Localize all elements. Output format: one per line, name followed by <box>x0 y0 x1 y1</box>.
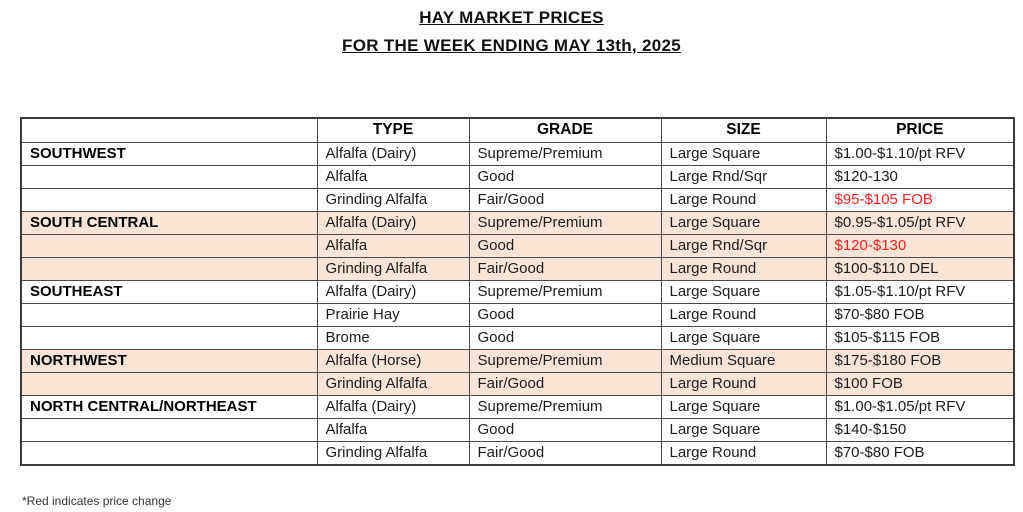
region-cell <box>20 302 318 327</box>
size-cell: Large Rnd/Sqr <box>660 164 827 189</box>
region-cell <box>20 440 318 465</box>
region-cell <box>20 187 318 212</box>
price-cell: $100 FOB <box>825 371 1015 396</box>
type-cell: Grinding Alfalfa <box>316 256 470 281</box>
table-row: Grinding Alfalfa Fair/Good Large Round $100… <box>20 371 1015 396</box>
type-cell: Alfalfa (Dairy) <box>316 141 470 166</box>
region-cell <box>20 325 318 350</box>
price-cell: $1.05-$1.10/pt RFV <box>825 279 1015 304</box>
size-cell: Large Round <box>660 371 827 396</box>
grade-cell: Fair/Good <box>468 371 662 396</box>
type-cell: Grinding Alfalfa <box>316 440 470 465</box>
page-title-line1: HAY MARKET PRICES <box>419 8 604 27</box>
size-cell: Large Rnd/Sqr <box>660 233 827 258</box>
size-cell: Large Round <box>660 302 827 327</box>
size-cell: Medium Square <box>660 348 827 373</box>
column-header-price: PRICE <box>825 117 1015 143</box>
grade-cell: Supreme/Premium <box>468 394 662 419</box>
type-cell: Brome <box>316 325 470 350</box>
region-cell <box>20 371 318 396</box>
size-cell: Large Square <box>660 417 827 442</box>
size-cell: Large Round <box>660 256 827 281</box>
grade-cell: Fair/Good <box>468 256 662 281</box>
grade-cell: Supreme/Premium <box>468 348 662 373</box>
grade-cell: Supreme/Premium <box>468 210 662 235</box>
region-cell: NORTH CENTRAL/NORTHEAST <box>20 394 318 419</box>
footnote: *Red indicates price change <box>22 494 172 508</box>
price-cell: $120-130 <box>825 164 1015 189</box>
size-cell: Large Square <box>660 210 827 235</box>
table-row: Grinding Alfalfa Fair/Good Large Round $95-… <box>20 187 1015 212</box>
type-cell: Alfalfa (Dairy) <box>316 394 470 419</box>
type-cell: Alfalfa (Horse) <box>316 348 470 373</box>
region-cell: NORTHWEST <box>20 348 318 373</box>
price-cell: $100-$110 DEL <box>825 256 1015 281</box>
region-cell <box>20 417 318 442</box>
price-cell: $70-$80 FOB <box>825 440 1015 465</box>
grade-cell: Good <box>468 164 662 189</box>
table-row: SOUTHWEST Alfalfa (Dairy) Supreme/Premium L… <box>20 141 1015 166</box>
price-cell: $1.00-$1.10/pt RFV <box>825 141 1015 166</box>
grade-cell: Good <box>468 233 662 258</box>
table-header-row: TYPE GRADE SIZE PRICE <box>20 117 1015 143</box>
page-title-line2: FOR THE WEEK ENDING MAY 13th, 2025 <box>342 36 681 55</box>
hay-price-table: TYPE GRADE SIZE PRICE SOUTHWEST Alfalfa (… <box>20 117 1015 466</box>
column-header-size: SIZE <box>660 117 827 143</box>
type-cell: Grinding Alfalfa <box>316 187 470 212</box>
price-cell: $95-$105 FOB <box>825 187 1015 212</box>
table-row: NORTH CENTRAL/NORTHEAST Alfalfa (Dairy) Su… <box>20 394 1015 419</box>
price-cell: $0.95-$1.05/pt RFV <box>825 210 1015 235</box>
hay-table-body: SOUTHWEST Alfalfa (Dairy) Supreme/Premium L… <box>20 141 1015 465</box>
size-cell: Large Round <box>660 187 827 212</box>
type-cell: Alfalfa <box>316 164 470 189</box>
type-cell: Grinding Alfalfa <box>316 371 470 396</box>
page-title: HAY MARKET PRICES FOR THE WEEK ENDING MA… <box>0 4 1023 60</box>
table-row: Brome Good Large Square $105-$115 FOB <box>20 325 1015 350</box>
table-row: SOUTHEAST Alfalfa (Dairy) Supreme/Premium L… <box>20 279 1015 304</box>
table-row: Alfalfa Good Large Rnd/Sqr $120-130 <box>20 164 1015 189</box>
size-cell: Large Square <box>660 279 827 304</box>
column-header-grade: GRADE <box>468 117 662 143</box>
grade-cell: Good <box>468 325 662 350</box>
region-cell: SOUTHWEST <box>20 141 318 166</box>
grade-cell: Supreme/Premium <box>468 141 662 166</box>
region-cell: SOUTH CENTRAL <box>20 210 318 235</box>
region-cell <box>20 233 318 258</box>
price-cell: $1.00-$1.05/pt RFV <box>825 394 1015 419</box>
size-cell: Large Square <box>660 141 827 166</box>
region-cell: SOUTHEAST <box>20 279 318 304</box>
grade-cell: Supreme/Premium <box>468 279 662 304</box>
size-cell: Large Square <box>660 325 827 350</box>
grade-cell: Fair/Good <box>468 440 662 465</box>
size-cell: Large Round <box>660 440 827 465</box>
price-cell: $105-$115 FOB <box>825 325 1015 350</box>
price-cell: $120-$130 <box>825 233 1015 258</box>
type-cell: Prairie Hay <box>316 302 470 327</box>
grade-cell: Fair/Good <box>468 187 662 212</box>
table-row: Alfalfa Good Large Rnd/Sqr $120-$130 <box>20 233 1015 258</box>
price-cell: $175-$180 FOB <box>825 348 1015 373</box>
grade-cell: Good <box>468 302 662 327</box>
column-header-region <box>20 117 318 143</box>
price-cell: $70-$80 FOB <box>825 302 1015 327</box>
type-cell: Alfalfa <box>316 233 470 258</box>
table-row: SOUTH CENTRAL Alfalfa (Dairy) Supreme/Prem… <box>20 210 1015 235</box>
size-cell: Large Square <box>660 394 827 419</box>
table-row: Grinding Alfalfa Fair/Good Large Round $70-… <box>20 440 1015 465</box>
table-row: Alfalfa Good Large Square $140-$150 <box>20 417 1015 442</box>
price-cell: $140-$150 <box>825 417 1015 442</box>
table-row: NORTHWEST Alfalfa (Horse) Supreme/Premium M… <box>20 348 1015 373</box>
table-row: Prairie Hay Good Large Round $70-$80 FOB <box>20 302 1015 327</box>
type-cell: Alfalfa (Dairy) <box>316 279 470 304</box>
column-header-type: TYPE <box>316 117 470 143</box>
table-row: Grinding Alfalfa Fair/Good Large Round $100… <box>20 256 1015 281</box>
grade-cell: Good <box>468 417 662 442</box>
type-cell: Alfalfa (Dairy) <box>316 210 470 235</box>
region-cell <box>20 164 318 189</box>
type-cell: Alfalfa <box>316 417 470 442</box>
region-cell <box>20 256 318 281</box>
